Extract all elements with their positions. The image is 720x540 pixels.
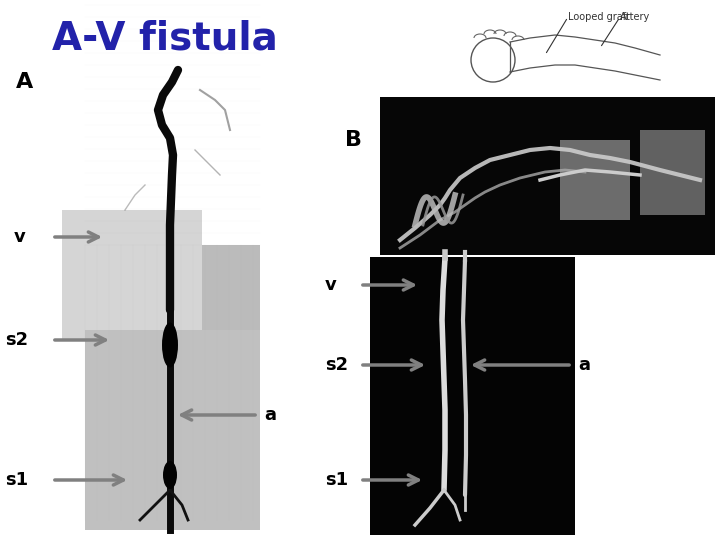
Bar: [62, 210, 202, 340]
Text: s2: s2: [325, 356, 348, 374]
Bar: [560, 140, 630, 220]
Text: v: v: [14, 228, 26, 246]
Ellipse shape: [162, 322, 178, 368]
Text: s1: s1: [325, 471, 348, 489]
Text: s2: s2: [5, 331, 28, 349]
Bar: [640, 130, 705, 215]
Text: v: v: [325, 276, 337, 294]
Bar: [85, 330, 260, 530]
Text: a: a: [578, 356, 590, 374]
Bar: [85, 245, 260, 520]
Text: s1: s1: [5, 471, 28, 489]
Text: B: B: [345, 130, 362, 150]
Bar: [380, 97, 715, 255]
Bar: [370, 257, 575, 535]
Bar: [463, 3, 683, 98]
Text: Artery: Artery: [620, 12, 650, 22]
Text: A-V fistula: A-V fistula: [52, 19, 278, 57]
Ellipse shape: [163, 461, 177, 489]
Text: A: A: [16, 72, 33, 92]
Text: Looped graft: Looped graft: [568, 12, 630, 22]
Text: a: a: [264, 406, 276, 424]
